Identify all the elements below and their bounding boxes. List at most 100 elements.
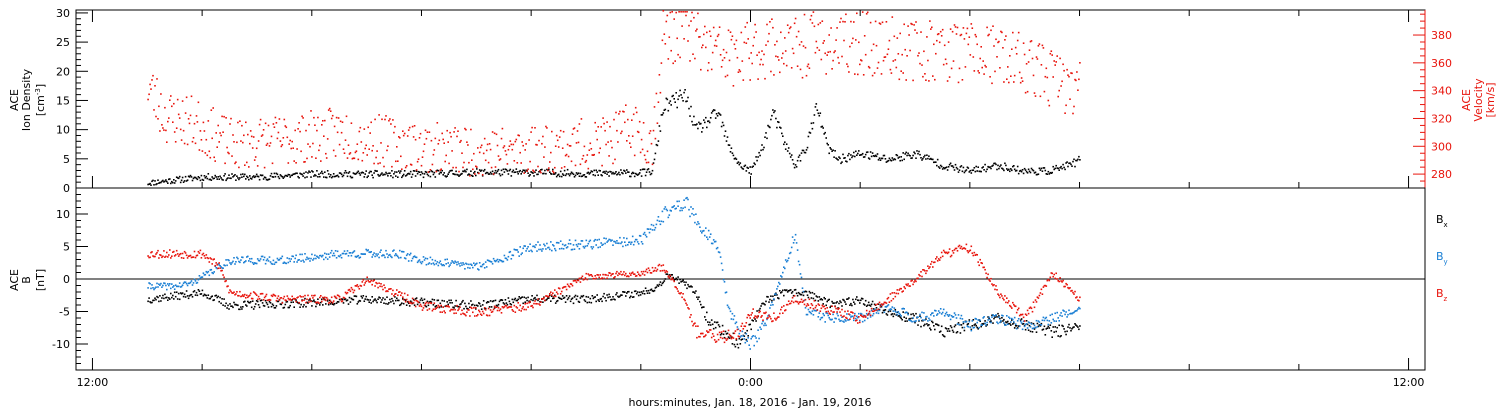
ion-density-point (483, 168, 486, 171)
bz-point (674, 286, 676, 288)
bz-point (291, 295, 293, 298)
velocity-point (1030, 40, 1033, 42)
ion-density-point (503, 171, 506, 173)
ion-density-point (394, 171, 396, 173)
bx-point (1055, 330, 1057, 333)
ion-density-point (170, 182, 172, 185)
by-point (272, 259, 275, 262)
velocity-point (268, 145, 271, 147)
bx-point (792, 294, 795, 297)
ion-density-point (271, 176, 274, 178)
bz-point (645, 268, 648, 271)
by-point (1062, 309, 1064, 312)
velocity-point (735, 39, 738, 42)
velocity-point (963, 38, 966, 40)
by-point (876, 309, 879, 312)
velocity-point (778, 59, 780, 61)
by-point (931, 312, 933, 315)
bx-point (402, 298, 404, 300)
bz-point (444, 311, 446, 314)
bz-point (507, 306, 510, 309)
by-point (643, 231, 646, 234)
ion-density-point (926, 154, 928, 156)
velocity-point (574, 164, 577, 167)
bx-point (655, 286, 658, 288)
bx-point (504, 299, 507, 301)
by-point (518, 255, 520, 257)
bx-point (927, 324, 929, 327)
bz-point (402, 298, 405, 301)
velocity-point (499, 158, 502, 160)
bx-point (787, 290, 790, 292)
bx-point (215, 294, 217, 297)
velocity-point (711, 51, 714, 54)
bz-point (630, 274, 632, 276)
bz-point (179, 252, 182, 255)
velocity-point (206, 154, 209, 157)
bx-point (355, 295, 358, 298)
by-point (697, 221, 699, 223)
velocity-point (820, 58, 823, 61)
velocity-point (607, 141, 609, 143)
bx-point (981, 323, 983, 325)
bx-point (150, 301, 152, 304)
bz-point (1020, 314, 1023, 316)
velocity-point (670, 49, 672, 52)
velocity-point (627, 118, 629, 121)
bz-point (409, 301, 412, 304)
bx-point (956, 331, 959, 333)
velocity-point (994, 70, 996, 73)
bx-point (346, 299, 349, 301)
bz-point (1077, 299, 1079, 301)
bz-point (938, 259, 941, 261)
bx-point (433, 299, 436, 301)
ion-density-point (412, 170, 415, 172)
by-point (640, 241, 643, 243)
by-point (1043, 319, 1046, 322)
bz-point (342, 296, 345, 299)
bz-point (821, 304, 824, 307)
ion-density-point (374, 169, 376, 172)
by-point (848, 319, 850, 321)
ion-density-point (746, 166, 748, 169)
by-point (683, 199, 685, 201)
ion-density-point (311, 170, 313, 172)
bx-point (267, 306, 270, 308)
ion-density-point (283, 176, 286, 178)
by-point (678, 200, 680, 203)
velocity-point (491, 131, 494, 133)
bz-point (712, 335, 715, 337)
bx-point (768, 301, 770, 303)
bx-point (1046, 327, 1049, 329)
bx-point (402, 302, 405, 305)
ion-density-point (914, 152, 916, 155)
by-point (277, 259, 280, 261)
velocity-point (922, 75, 924, 78)
bz-point (614, 276, 616, 278)
bx-point (512, 301, 515, 304)
ion-density-point (400, 170, 402, 172)
bx-point (585, 295, 588, 298)
ion-density-point (1002, 168, 1004, 170)
velocity-point (1019, 81, 1022, 84)
velocity-point (184, 112, 187, 114)
bz-point (549, 293, 551, 295)
bx-point (804, 290, 807, 293)
ion-density-point (398, 170, 400, 172)
bz-point (812, 307, 815, 310)
by-point (846, 313, 848, 315)
bz-point (222, 274, 224, 276)
velocity-point (547, 169, 549, 172)
velocity-point (996, 56, 998, 58)
velocity-point (1040, 64, 1043, 66)
bx-point (527, 296, 529, 299)
ion-density-point (726, 136, 729, 138)
bz-point (585, 272, 588, 275)
bz-point (1069, 287, 1071, 289)
bz-point (629, 272, 631, 275)
ion-density-point (701, 131, 703, 133)
by-point (792, 242, 795, 244)
bx-point (814, 299, 817, 302)
by-point (688, 208, 690, 211)
by-point (928, 317, 930, 320)
